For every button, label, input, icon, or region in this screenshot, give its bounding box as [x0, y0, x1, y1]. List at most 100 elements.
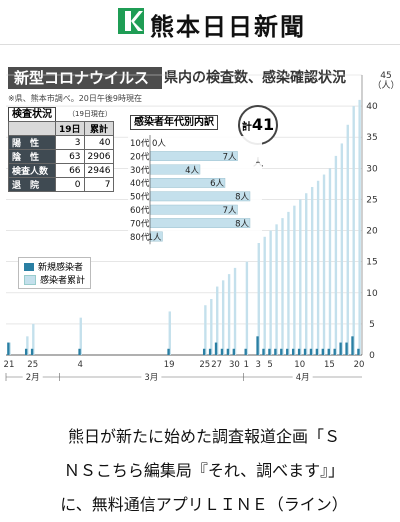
article-line: 熊日が新たに始めた調査報道企画「Ｓ — [67, 427, 340, 446]
x-tick-label: 10 — [294, 360, 305, 370]
bar-cumulative — [257, 243, 260, 355]
bar-cumulative — [32, 323, 35, 355]
y-tick-label: 30 — [366, 164, 378, 174]
age-value-label: 7人 — [223, 206, 237, 216]
month-label: 2月 — [26, 373, 40, 383]
status-table-date: （19日現在） — [68, 110, 112, 118]
age-label: 30代 — [130, 165, 150, 176]
x-tick-label: 25 — [27, 360, 38, 370]
status-table-title: 検査状況 — [8, 107, 56, 122]
bar-new-cases — [7, 342, 10, 355]
bar-new-cases — [357, 348, 360, 355]
bar-new-cases — [274, 348, 277, 355]
y-tick-label: 5 — [369, 320, 375, 330]
table-header-cell — [8, 121, 56, 136]
bar-cumulative — [269, 230, 272, 355]
x-tick-label: 20 — [354, 360, 365, 370]
bar-new-cases — [202, 348, 206, 355]
x-tick-label: 25 — [199, 360, 210, 370]
age-label: 70代 — [130, 218, 150, 229]
bar-new-cases — [226, 348, 230, 355]
bar-new-cases — [262, 348, 265, 355]
bar-new-cases — [244, 348, 247, 355]
bar-cumulative — [281, 218, 284, 355]
figure-title: 新型コロナウイルス — [8, 67, 162, 89]
article-line: ＮＳこちら編集局『それ、調べます』」 — [63, 461, 345, 480]
month-label: 3月 — [144, 373, 158, 383]
bar-new-cases — [297, 348, 301, 355]
x-tick-label: 27 — [211, 360, 222, 370]
table-row: 検査人数 66 2946 — [8, 163, 115, 178]
y-tick-label: 35 — [366, 133, 377, 143]
bar-cumulative — [227, 274, 231, 355]
bar-new-cases — [30, 348, 34, 355]
legend-swatch-new — [24, 262, 34, 271]
figure-subtitle: 県内の検査数、感染確認状況 — [164, 70, 346, 86]
bar-cumulative — [352, 106, 355, 355]
bar-new-cases — [303, 348, 307, 355]
kumanichi-logo-icon — [118, 8, 144, 34]
age-value-label: 0人 — [152, 139, 166, 149]
x-tick-label: 15 — [324, 360, 335, 370]
legend-item-cumulative: 感染者累計 — [24, 273, 85, 286]
bar-cumulative — [168, 311, 171, 355]
masthead: 熊本日日新聞 — [0, 0, 400, 44]
legend-label-new: 新規感染者 — [38, 263, 84, 273]
table-row: 陽 性 3 40 — [8, 135, 115, 150]
bar-new-cases — [315, 348, 319, 355]
month-label: 4月 — [296, 373, 310, 383]
table-cell: 66 — [55, 163, 85, 178]
age-label: 40代 — [130, 178, 150, 189]
bar-cumulative — [305, 193, 308, 355]
age-value-label: 4人 — [185, 166, 199, 176]
age-label: 20代 — [130, 151, 150, 162]
legend-item-new: 新規感染者 — [24, 260, 85, 273]
bar-new-cases — [351, 336, 354, 355]
bar-cumulative — [26, 336, 29, 355]
bar-cumulative — [210, 299, 213, 355]
bar-cumulative — [204, 305, 207, 355]
bar-new-cases — [232, 348, 236, 355]
bar-cumulative — [221, 280, 225, 355]
y-tick-label: 0 — [369, 351, 375, 361]
bar-cumulative — [310, 187, 314, 355]
y-tick-label: 25 — [366, 195, 377, 205]
bar-new-cases — [280, 348, 283, 355]
table-cell: 2946 — [83, 163, 115, 178]
bar-new-cases — [214, 342, 218, 355]
bar-new-cases — [333, 348, 336, 355]
y-tick-label: 20 — [366, 227, 378, 237]
table-header-row: 19日 累計 — [8, 121, 115, 136]
bar-cumulative — [216, 286, 219, 355]
age-value-label: 6人 — [210, 179, 224, 189]
bar-cumulative — [334, 155, 338, 355]
y-tick-label: 40 — [366, 102, 378, 112]
age-total-prefix: 計 — [241, 122, 252, 133]
bar-cumulative — [245, 261, 249, 355]
table-header-cell: 累計 — [83, 121, 115, 136]
month-label-bg — [141, 372, 162, 382]
bar-new-cases — [309, 348, 313, 355]
article-line: に、無料通信アプリＬＩＮＥ（ライン） — [60, 495, 348, 514]
legend-swatch-cumulative — [24, 274, 36, 285]
newspaper-logo-text: 熊本日日新聞 — [150, 12, 306, 41]
table-row-label: 退 院 — [8, 177, 56, 192]
bar-cumulative — [263, 236, 266, 355]
month-label-bg — [22, 372, 43, 382]
bar-new-cases — [256, 336, 259, 355]
bar-cumulative — [293, 205, 296, 355]
table-cell: 0 — [55, 177, 85, 192]
bar-cumulative — [328, 168, 332, 355]
bar-cumulative — [233, 267, 237, 355]
y-axis-unit: 45（人） — [372, 71, 400, 91]
y-tick-label: 15 — [366, 258, 377, 268]
bar-new-cases — [321, 348, 325, 355]
table-row-label: 検査人数 — [8, 163, 56, 178]
bar-cumulative — [346, 124, 349, 356]
bar-new-cases — [345, 342, 348, 355]
bar-cumulative — [79, 317, 82, 355]
age-label: 60代 — [130, 205, 150, 216]
bar-new-cases — [220, 348, 224, 355]
